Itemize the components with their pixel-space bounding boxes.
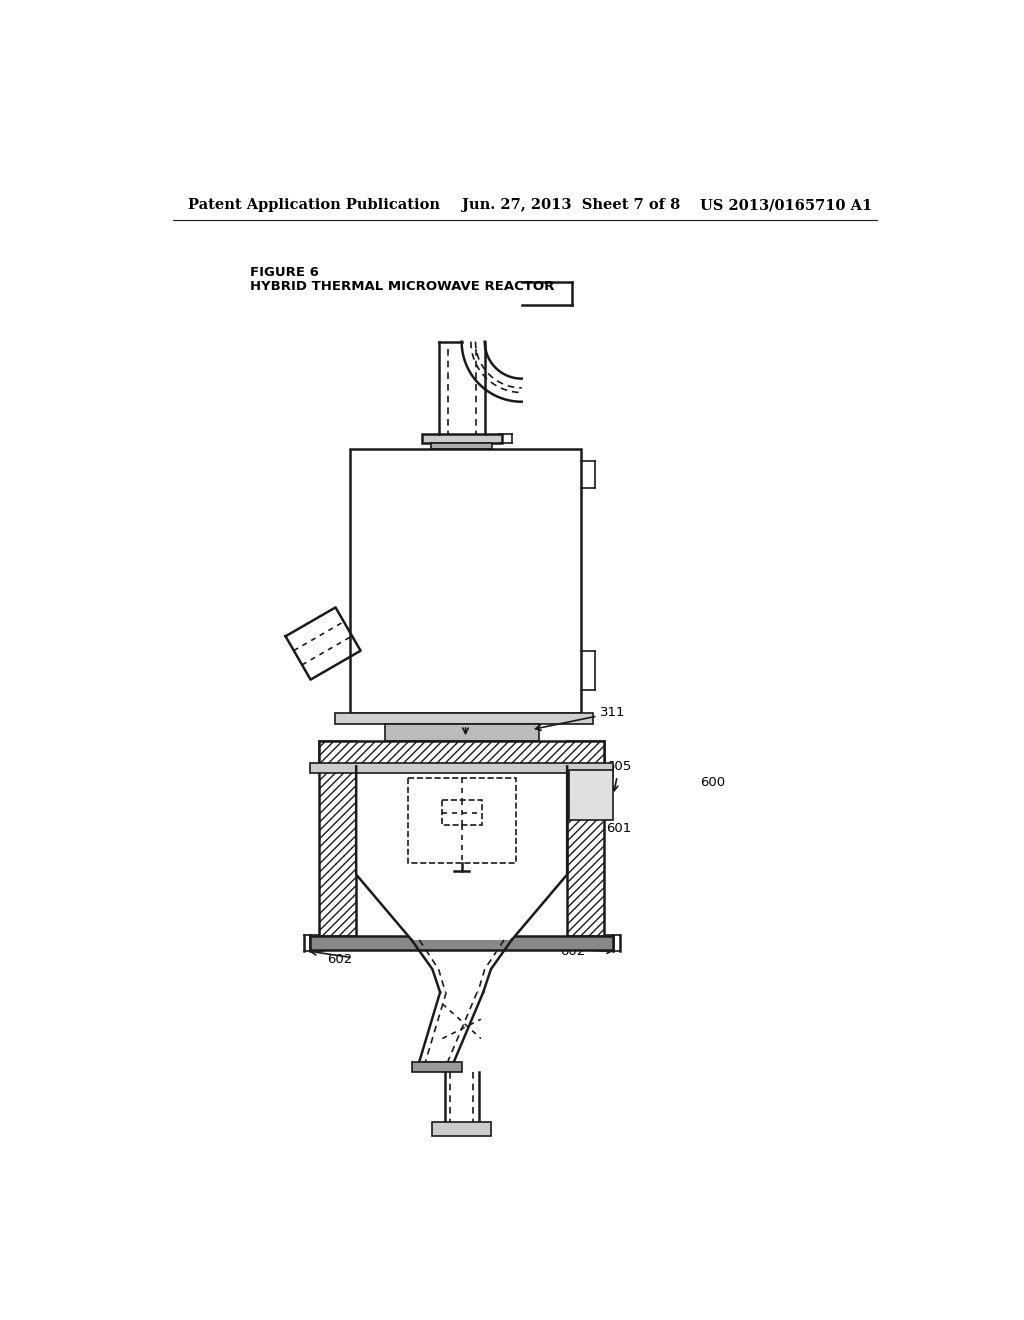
Bar <box>432 1122 490 1137</box>
Bar <box>441 800 481 825</box>
Bar <box>568 771 613 820</box>
Bar <box>350 449 581 713</box>
Bar <box>319 741 356 936</box>
Text: HYBRID THERMAL MICROWAVE REACTOR: HYBRID THERMAL MICROWAVE REACTOR <box>250 280 554 293</box>
Bar <box>567 741 604 936</box>
Text: Patent Application Publication: Patent Application Publication <box>188 198 440 213</box>
Text: Jun. 27, 2013  Sheet 7 of 8: Jun. 27, 2013 Sheet 7 of 8 <box>462 198 680 213</box>
Bar <box>319 741 604 767</box>
Text: US 2013/0165710 A1: US 2013/0165710 A1 <box>700 198 872 213</box>
Text: 311: 311 <box>536 706 626 730</box>
Bar <box>408 777 515 863</box>
Text: FIGURE 6: FIGURE 6 <box>250 267 318 280</box>
Bar <box>412 1061 462 1072</box>
Text: 601: 601 <box>571 820 632 834</box>
Polygon shape <box>356 767 567 940</box>
Bar <box>335 713 593 723</box>
Text: 602: 602 <box>560 945 586 958</box>
Bar <box>385 723 539 741</box>
Text: 600: 600 <box>700 776 725 788</box>
Text: 602: 602 <box>327 953 352 966</box>
Bar <box>310 763 613 772</box>
Bar <box>310 936 613 950</box>
Text: 605: 605 <box>606 760 632 791</box>
Bar <box>422 434 502 444</box>
Bar <box>431 444 493 449</box>
